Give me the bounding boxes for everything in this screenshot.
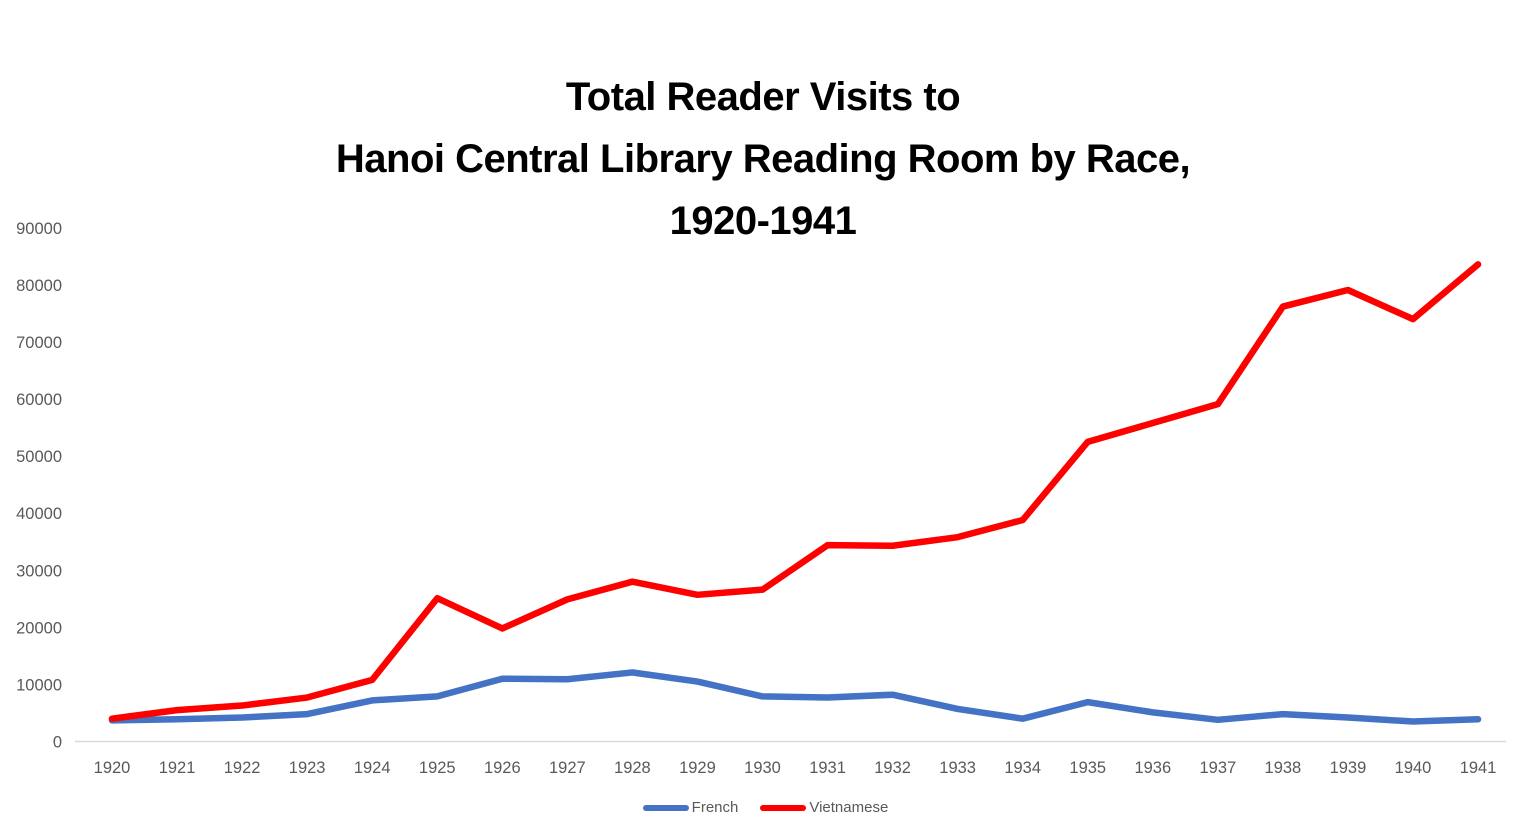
x-axis-tick-label: 1925 [419,759,456,777]
vietnamese-series-swatch [760,804,807,811]
vietnamese-series-line [108,261,1482,722]
x-axis-tick-label: 1935 [1069,759,1106,777]
chart-title-line-2: Hanoi Central Library Reading Room by Ra… [335,137,1191,181]
x-axis-tick-label: 1928 [614,759,651,777]
french-series-swatch [642,804,689,811]
x-axis-tick-label: 1934 [1004,759,1041,777]
x-axis-tick-label: 1933 [939,759,976,777]
y-axis-tick-label: 30000 [16,562,62,580]
x-axis-tick-label: 1940 [1395,759,1432,777]
y-axis-tick-label: 10000 [16,676,62,694]
french-series-line [108,669,1482,725]
legend: French Vietnamese [0,799,1531,816]
x-axis-tick-label: 1932 [874,759,911,777]
french-series-label: French [691,799,739,816]
x-axis-tick-label: 1921 [159,759,196,777]
y-axis-tick-label: 60000 [16,391,62,409]
legend-item-vietnamese: Vietnamese [760,799,888,816]
vietnamese-series-label: Vietnamese [809,799,889,816]
x-axis-tick-label: 1936 [1134,759,1171,777]
y-axis-tick-label: 70000 [16,334,62,352]
x-axis-tick-label: 1920 [94,759,131,777]
x-axis-tick-label: 1929 [679,759,716,777]
y-axis-tick-label: 0 [53,734,62,752]
chart-title: Total Reader Visits to Hanoi Central Lib… [0,66,1526,252]
y-axis-tick-label: 40000 [16,505,62,523]
chart-title-line-3: 1920-1941 [669,199,857,243]
x-axis-tick-label: 1923 [289,759,326,777]
chart-title-line-1: Total Reader Visits to [565,75,961,119]
y-axis-tick-label: 50000 [16,448,62,466]
legend-item-french: French [642,799,739,816]
y-axis-tick-label: 90000 [16,220,62,238]
x-axis-tick-label: 1924 [354,759,391,777]
x-axis-tick-label: 1922 [224,759,261,777]
x-axis-tick-label: 1931 [809,759,846,777]
x-axis-tick-label: 1937 [1199,759,1236,777]
y-axis-tick-label: 20000 [16,619,62,637]
x-axis-tick-label: 1941 [1460,759,1497,777]
y-axis-tick-label: 80000 [16,277,62,295]
x-axis-tick-label: 1926 [484,759,521,777]
x-axis-tick-label: 1927 [549,759,586,777]
x-axis-tick-label: 1930 [744,759,781,777]
x-axis-tick-label: 1938 [1265,759,1302,777]
x-axis-tick-label: 1939 [1330,759,1367,777]
